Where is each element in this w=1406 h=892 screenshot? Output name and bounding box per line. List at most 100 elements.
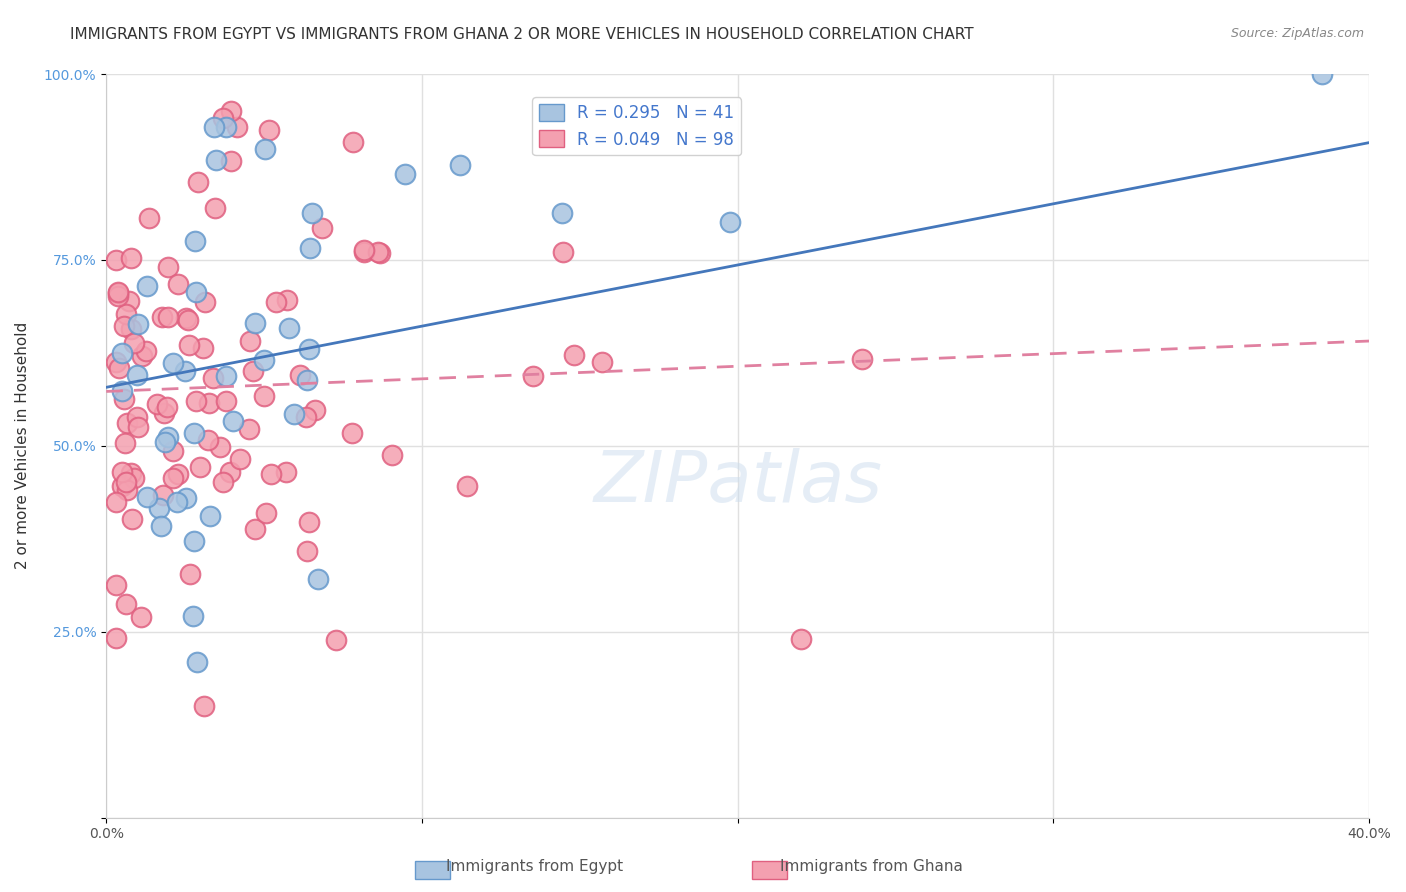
Point	[368, 246, 391, 260]
Point	[184, 285, 207, 299]
Point	[162, 356, 184, 370]
Point	[456, 479, 478, 493]
Point	[114, 475, 136, 489]
Point	[112, 318, 135, 333]
Point	[162, 471, 184, 485]
Point	[201, 370, 224, 384]
Point	[219, 466, 242, 480]
Point	[186, 655, 208, 669]
Point	[111, 479, 134, 493]
Point	[1310, 67, 1333, 81]
Point	[209, 440, 232, 454]
Point	[226, 120, 249, 135]
Point	[117, 483, 139, 497]
Point	[553, 244, 575, 259]
Point	[114, 435, 136, 450]
Point	[277, 321, 299, 335]
Point	[260, 467, 283, 481]
Point	[156, 400, 179, 414]
Point	[150, 519, 173, 533]
Point	[187, 175, 209, 189]
Point	[298, 515, 321, 529]
Point	[197, 433, 219, 447]
Point	[274, 465, 297, 479]
Point	[298, 241, 321, 255]
Point	[131, 610, 153, 624]
Point	[238, 422, 260, 436]
Point	[394, 167, 416, 181]
Point	[353, 243, 375, 257]
Point	[104, 631, 127, 645]
Point	[135, 279, 157, 293]
Point	[115, 416, 138, 430]
Point	[179, 567, 201, 582]
Point	[266, 295, 288, 310]
Point	[107, 289, 129, 303]
Point	[124, 471, 146, 485]
Point	[111, 384, 134, 398]
Point	[181, 608, 204, 623]
Point	[591, 354, 613, 368]
Point	[167, 277, 190, 291]
Point	[205, 153, 228, 167]
Point	[304, 403, 326, 417]
Point	[104, 578, 127, 592]
Point	[229, 452, 252, 467]
Point	[212, 111, 235, 125]
Point	[242, 364, 264, 378]
Point	[253, 389, 276, 403]
Text: Immigrants from Egypt: Immigrants from Egypt	[446, 859, 623, 874]
Point	[104, 495, 127, 509]
Point	[104, 253, 127, 268]
Point	[342, 135, 364, 149]
Point	[122, 335, 145, 350]
Point	[183, 426, 205, 441]
Point	[114, 392, 136, 406]
Point	[718, 215, 741, 229]
Point	[173, 364, 195, 378]
Point	[156, 430, 179, 444]
Point	[340, 426, 363, 441]
Point	[148, 500, 170, 515]
Point	[107, 285, 129, 300]
Point	[276, 293, 298, 308]
Point	[366, 245, 388, 260]
Point	[146, 396, 169, 410]
Point	[136, 490, 159, 504]
Point	[118, 293, 141, 308]
Point	[294, 410, 316, 425]
Point	[215, 120, 238, 134]
Point	[522, 368, 544, 383]
Point	[301, 206, 323, 220]
Point	[288, 368, 311, 383]
Point	[254, 142, 277, 156]
Point	[162, 444, 184, 458]
Point	[138, 211, 160, 225]
Point	[156, 310, 179, 324]
Point	[115, 597, 138, 611]
Point	[311, 220, 333, 235]
Point	[212, 475, 235, 490]
Point	[153, 406, 176, 420]
Point	[307, 573, 329, 587]
Point	[155, 435, 177, 450]
Point	[177, 338, 200, 352]
Point	[191, 341, 214, 355]
Point	[104, 355, 127, 369]
Point	[219, 104, 242, 119]
Point	[125, 409, 148, 424]
Text: ZIPatlas: ZIPatlas	[593, 449, 882, 517]
Point	[115, 307, 138, 321]
Text: IMMIGRANTS FROM EGYPT VS IMMIGRANTS FROM GHANA 2 OR MORE VEHICLES IN HOUSEHOLD C: IMMIGRANTS FROM EGYPT VS IMMIGRANTS FROM…	[70, 27, 974, 42]
Point	[219, 153, 242, 168]
Point	[177, 313, 200, 327]
Point	[194, 295, 217, 310]
Point	[131, 349, 153, 363]
Point	[167, 467, 190, 481]
Point	[198, 395, 221, 409]
Point	[257, 123, 280, 137]
Point	[297, 342, 319, 356]
Point	[166, 495, 188, 509]
Point	[283, 407, 305, 421]
Point	[295, 544, 318, 558]
